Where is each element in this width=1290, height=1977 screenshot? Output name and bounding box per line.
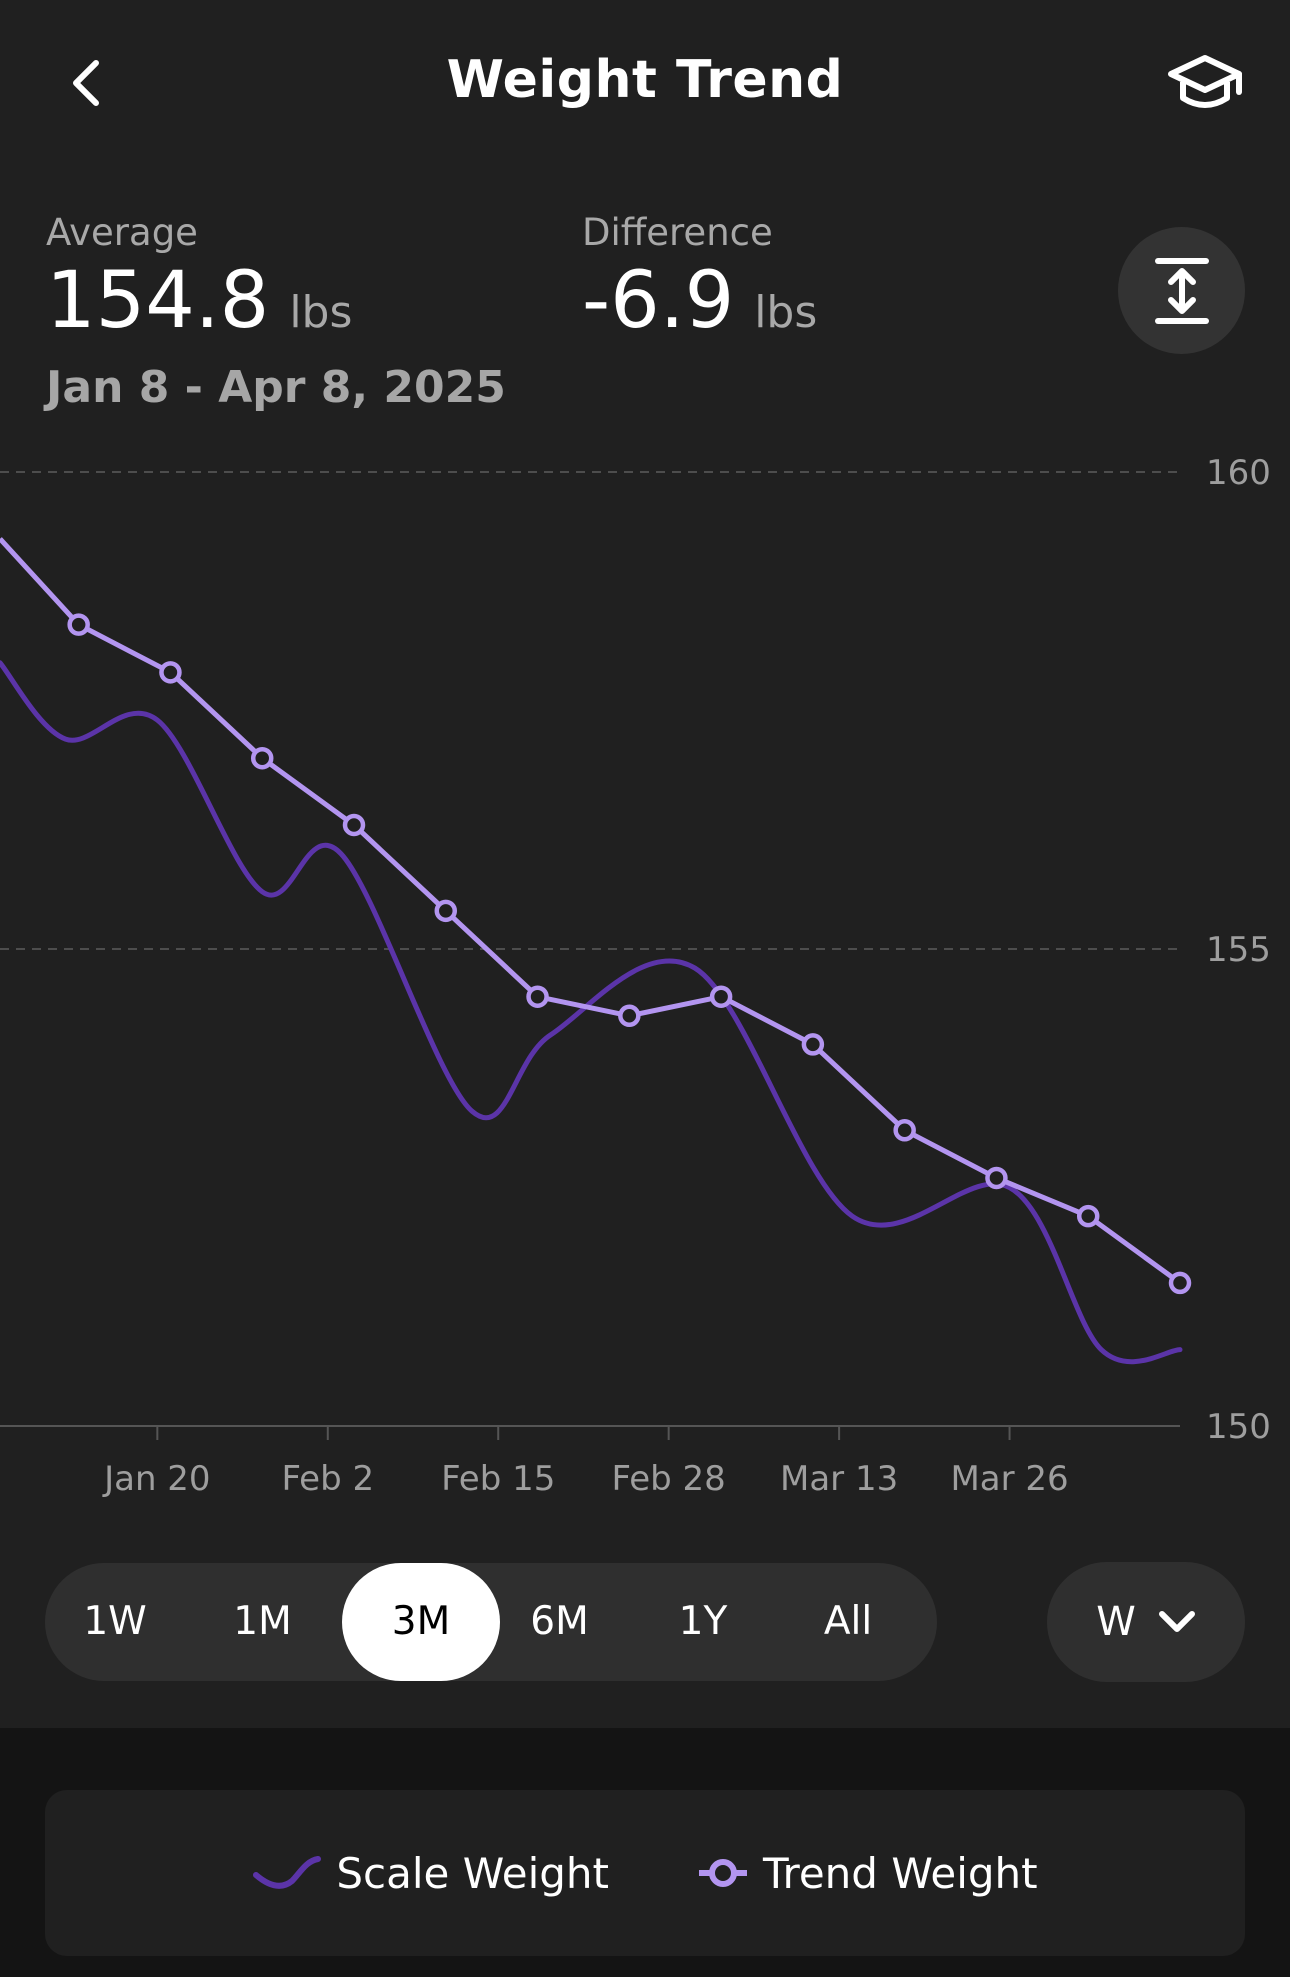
trend-weight-line	[0, 537, 1182, 1285]
average-label: Average	[46, 211, 198, 254]
trend-weight-point	[434, 899, 458, 923]
x-tick-label: Jan 20	[102, 1459, 210, 1499]
header: Weight Trend	[0, 0, 1290, 165]
x-tick-label: Mar 26	[950, 1459, 1068, 1499]
scale-weight-line	[0, 660, 1183, 1365]
average-unit: lbs	[289, 287, 353, 338]
trend-weight-point	[709, 985, 733, 1008]
trend-weight-point	[342, 813, 366, 837]
weight-chart[interactable]: 150 155 160 Jan 20 Feb 2 Feb 15 Feb 28 Mar 13 Ma…	[0, 440, 1290, 1520]
scale-weight-line-icon	[253, 1856, 322, 1889]
expand-vertical-icon	[1154, 257, 1209, 324]
legend-trend-weight-label: Trend Weight	[763, 1848, 1038, 1898]
x-tick-label: Feb 15	[441, 1459, 555, 1499]
back-button[interactable]	[56, 48, 116, 118]
trend-weight-point	[1168, 1271, 1192, 1295]
interval-label: W	[1096, 1599, 1136, 1645]
trend-weight-point	[618, 1004, 641, 1028]
page-title: Weight Trend	[446, 50, 844, 110]
trend-weight-marker-icon	[699, 1859, 748, 1887]
trend-weight-point	[985, 1166, 1008, 1190]
range-option-1y[interactable]: 1Y	[678, 1599, 728, 1644]
trend-weight-point	[250, 746, 274, 770]
legend-scale-weight: Scale Weight	[252, 1849, 609, 1898]
date-range: Jan 8 - Apr 8, 2025	[46, 362, 506, 413]
y-tick-label: 150	[1206, 1407, 1271, 1447]
x-tick-label: Mar 13	[780, 1459, 898, 1499]
trend-weight-point	[526, 985, 549, 1008]
chart-legend: Scale Weight Trend Weight	[45, 1790, 1245, 1956]
average-value: 154.8	[46, 256, 270, 346]
range-option-3m[interactable]: 3M	[342, 1563, 500, 1681]
difference-value-row: -6.9 lbs	[582, 256, 817, 358]
chevron-left-icon	[73, 60, 99, 106]
difference-label: Difference	[582, 211, 773, 254]
chevron-down-icon	[1158, 1611, 1195, 1632]
range-option-1m[interactable]: 1M	[233, 1599, 292, 1644]
trend-weight-point	[67, 613, 90, 636]
expand-range-button[interactable]	[1118, 227, 1245, 354]
trend-weight-point	[893, 1119, 916, 1142]
interval-dropdown[interactable]: W	[1047, 1562, 1245, 1682]
time-range-selector: 1W 1M 3M 6M 1Y All	[45, 1563, 937, 1681]
graduation-cap-icon	[1168, 55, 1242, 108]
learn-button[interactable]	[1160, 44, 1250, 124]
trend-weight-point	[801, 1033, 825, 1056]
legend-trend-weight: Trend Weight	[697, 1849, 1038, 1898]
difference-stat: Difference -6.9 lbs	[582, 210, 817, 358]
trend-weight-point	[1076, 1204, 1100, 1228]
y-tick-label: 155	[1206, 930, 1271, 970]
range-option-all[interactable]: All	[823, 1599, 873, 1644]
difference-unit: lbs	[754, 287, 818, 338]
average-stat: Average 154.8 lbs	[46, 210, 352, 358]
range-option-6m[interactable]: 6M	[530, 1599, 589, 1644]
difference-value: -6.9	[582, 256, 735, 346]
x-tick-label: Feb 2	[281, 1459, 374, 1499]
trend-weight-point	[159, 661, 182, 684]
y-tick-label: 160	[1206, 453, 1271, 493]
x-tick-label: Feb 28	[612, 1459, 726, 1499]
average-value-row: 154.8 lbs	[46, 256, 352, 358]
range-option-1w[interactable]: 1W	[83, 1599, 147, 1644]
legend-scale-weight-label: Scale Weight	[336, 1848, 610, 1898]
